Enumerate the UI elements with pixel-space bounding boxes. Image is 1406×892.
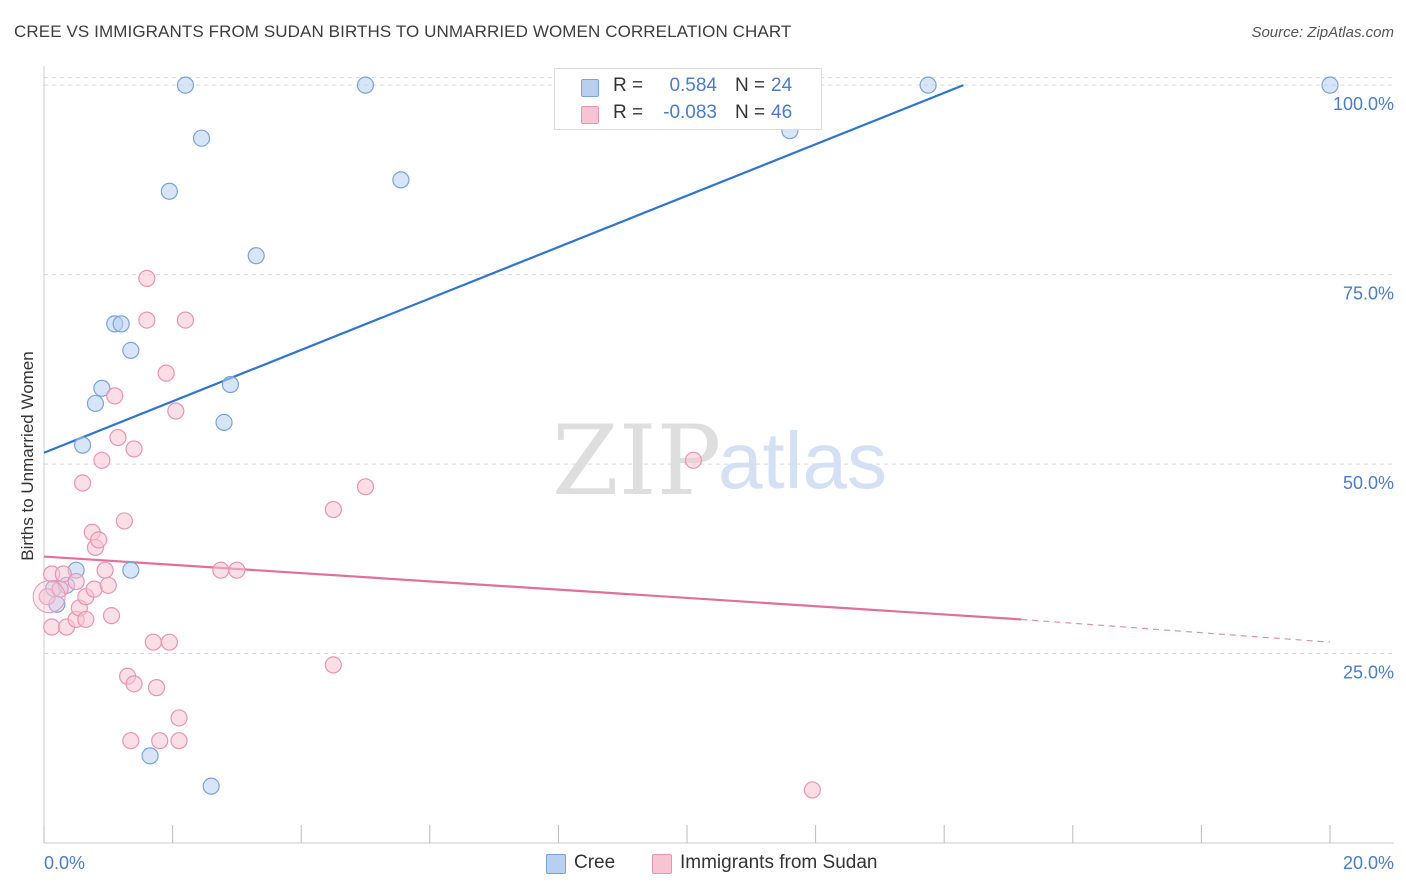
- sudan-point: [125, 675, 143, 693]
- sudan-point: [122, 732, 140, 750]
- sudan-point: [167, 402, 185, 420]
- sudan-point: [147, 679, 166, 697]
- y-tick-label: 100.0%: [1333, 94, 1394, 114]
- sudan-point: [109, 428, 127, 447]
- sudan-point: [93, 451, 111, 469]
- sudan-point: [73, 474, 92, 492]
- sudan-point: [170, 709, 188, 727]
- legend-row-cree: R = 0.584 N = 24: [555, 73, 823, 101]
- legend-swatch-sudan: [652, 854, 672, 874]
- sudan-point: [356, 478, 375, 496]
- sudan-point: [160, 633, 178, 651]
- data-points: [32, 76, 1339, 799]
- cree-point: [192, 129, 211, 147]
- legend-r-label: R =: [613, 75, 644, 96]
- sudan-point: [151, 732, 169, 750]
- trend-line: [43, 555, 1022, 621]
- sudan-point: [77, 610, 95, 629]
- sudan-point: [138, 311, 156, 329]
- legend-n-value: 24: [771, 75, 793, 96]
- y-tick-label: 25.0%: [1343, 663, 1394, 683]
- cree-point: [122, 341, 140, 360]
- sudan-point: [324, 656, 342, 674]
- x-tick-label-max: 20.0%: [1343, 853, 1394, 873]
- sudan-point: [176, 311, 195, 329]
- legend-row-sudan: R = -0.083 N = 46: [555, 100, 823, 128]
- cree-point: [73, 436, 92, 454]
- y-tick-label: 75.0%: [1343, 284, 1394, 304]
- sudan-point: [106, 387, 124, 405]
- cree-point: [93, 379, 111, 397]
- sudan-point: [157, 364, 175, 382]
- axes: 25.0% 50.0% 75.0% 100.0%: [43, 66, 1394, 844]
- legend-r-label: R =: [613, 102, 644, 123]
- sudan-point: [144, 633, 162, 651]
- sudan-point: [99, 576, 117, 594]
- legend-r-value: -0.083: [663, 102, 717, 123]
- sudan-point: [38, 588, 56, 606]
- legend-label-sudan: Immigrants from Sudan: [680, 852, 878, 873]
- watermark-atlas: atlas: [718, 416, 887, 505]
- cree-point: [160, 182, 178, 200]
- cree-point: [221, 375, 240, 394]
- legend-swatch-cree: [581, 79, 599, 97]
- cree-point: [176, 76, 195, 94]
- cree-point: [141, 747, 159, 765]
- cree-point: [112, 315, 130, 333]
- source-label: Source: ZipAtlas.com: [1251, 24, 1394, 41]
- legend-swatch-cree: [546, 854, 566, 874]
- legend-label-cree: Cree: [574, 852, 616, 873]
- sudan-point: [85, 580, 103, 598]
- cree-point: [122, 561, 140, 579]
- series-legend: Cree Immigrants from Sudan: [0, 852, 1406, 878]
- sudan-point: [170, 732, 188, 750]
- sudan-point: [43, 618, 61, 636]
- grid: [44, 77, 1394, 655]
- cree-point: [392, 171, 410, 189]
- cree-point: [202, 777, 220, 795]
- y-axis-label: Births to Unmarried Women: [18, 351, 37, 560]
- watermark: ZIP atlas: [552, 405, 887, 517]
- cree-point: [1321, 76, 1339, 94]
- trend-line-extension: [1021, 618, 1331, 643]
- sudan-point: [67, 572, 85, 591]
- cree-point: [247, 247, 265, 265]
- sudan-point: [803, 781, 821, 799]
- chart-title: CREE VS IMMIGRANTS FROM SUDAN BIRTHS TO …: [14, 22, 792, 41]
- sudan-point: [138, 269, 156, 288]
- sudan-point: [684, 451, 703, 469]
- sudan-point: [125, 440, 143, 458]
- x-tick-label-min: 0.0%: [44, 853, 85, 873]
- sudan-point: [96, 561, 114, 579]
- sudan-point: [324, 500, 342, 519]
- sudan-point: [54, 565, 72, 583]
- sudan-point-cluster: [32, 580, 66, 614]
- legend-n-label: N =: [735, 102, 766, 123]
- y-tick-label: 50.0%: [1343, 473, 1394, 493]
- cree-point: [215, 413, 233, 431]
- sudan-point: [212, 561, 230, 579]
- cree-point: [919, 76, 937, 94]
- sudan-point: [90, 531, 108, 549]
- sudan-point: [115, 512, 133, 530]
- sudan-point: [102, 607, 121, 625]
- legend-n-label: N =: [735, 75, 766, 96]
- correlation-legend: R = 0.584 N = 24 R = -0.083 N = 46: [554, 68, 822, 130]
- cree-point: [86, 394, 105, 413]
- legend-swatch-sudan: [581, 106, 599, 124]
- trend-lines: [43, 84, 1331, 643]
- legend-n-value: 46: [771, 102, 793, 123]
- trend-line: [43, 84, 964, 454]
- cree-point: [356, 76, 375, 94]
- sudan-point: [228, 561, 246, 579]
- legend-r-value: 0.584: [669, 75, 717, 96]
